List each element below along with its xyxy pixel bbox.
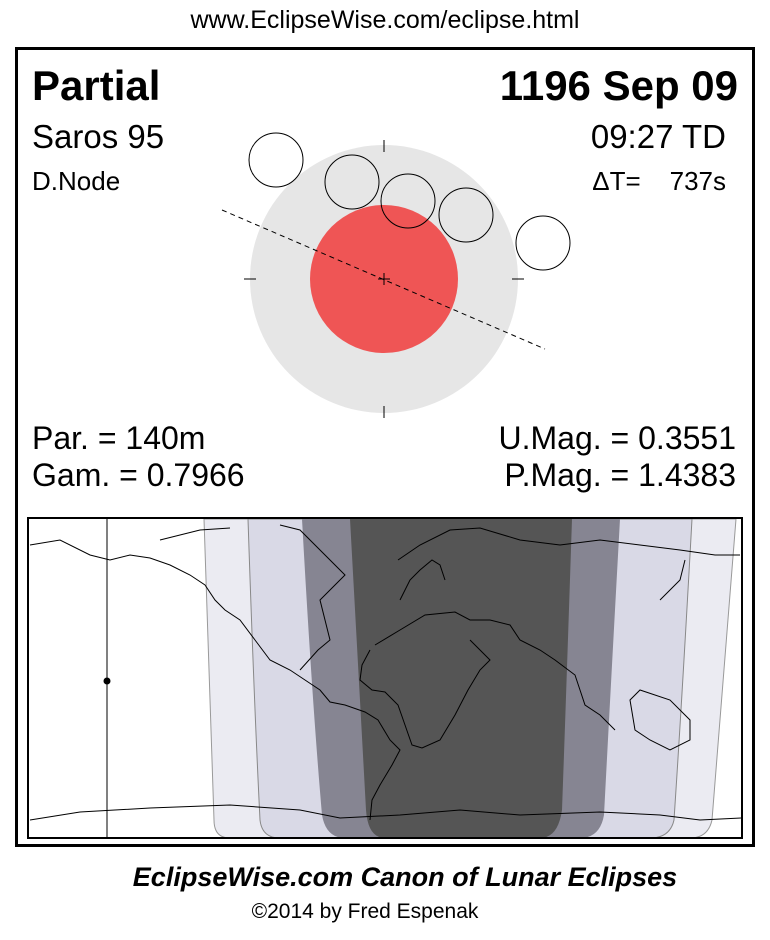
- eclipse-time: 09:27 TD: [590, 118, 726, 155]
- visibility-map: [27, 517, 743, 839]
- eclipse-type: Partial: [32, 62, 161, 109]
- moon-p1: [248, 132, 304, 188]
- eclipse-frame: [15, 47, 755, 847]
- coastlines: [29, 524, 741, 821]
- delta-t: ΔT= 737s: [592, 166, 726, 196]
- saros-number: Saros 95: [32, 118, 165, 155]
- greatest-eclipse-point: [103, 677, 111, 685]
- penumbral-magnitude: P.Mag. = 1.4383: [504, 457, 736, 493]
- umbral-magnitude: U.Mag. = 0.3551: [498, 420, 736, 456]
- partial-duration: Par. = 140m: [32, 420, 206, 456]
- header-url: www.EclipseWise.com/eclipse.html: [190, 6, 580, 34]
- axis-ticks: [244, 140, 524, 418]
- total-visibility: [350, 519, 572, 837]
- moon-u1: [324, 154, 380, 210]
- gamma: Gam. = 0.7966: [32, 457, 245, 493]
- copyright: ©2014 by Fred Espenak: [251, 900, 479, 923]
- moon-p4: [515, 215, 571, 271]
- moon-greatest: [380, 173, 436, 229]
- moon-u4: [438, 187, 494, 243]
- node-label: D.Node: [32, 166, 121, 196]
- eclipse-date: 1196 Sep 09: [499, 62, 738, 109]
- canon-title: EclipseWise.com Canon of Lunar Eclipses: [132, 862, 678, 892]
- moon-positions: [248, 132, 571, 271]
